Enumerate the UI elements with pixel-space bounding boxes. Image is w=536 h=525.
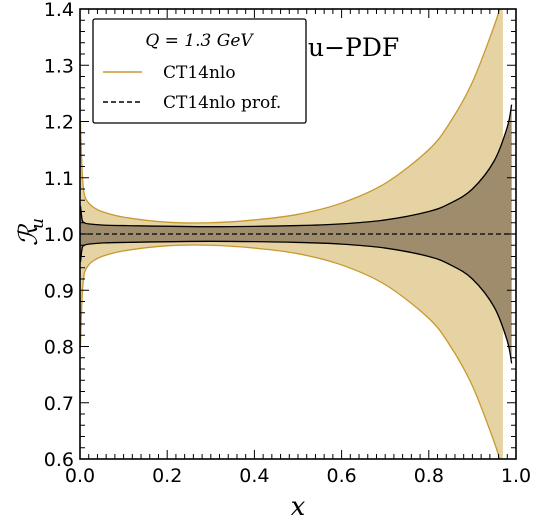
y-axis-label-subscript: u xyxy=(28,218,48,229)
legend-box xyxy=(92,18,307,124)
y-tick-label: 0.6 xyxy=(44,449,74,471)
y-axis-label-main: ℛ xyxy=(14,223,44,246)
y-axis-label: ℛ u xyxy=(14,218,48,246)
x-tick-label: 0.8 xyxy=(414,465,444,487)
legend: Q = 1.3 GeV CT14nlo CT14nlo prof. xyxy=(92,18,307,124)
y-tick-label: 1.2 xyxy=(44,112,74,134)
y-tick-label: 1.0 xyxy=(44,224,74,246)
band-ct14nlo-lower-edge xyxy=(80,244,501,459)
legend-title: Q = 1.3 GeV xyxy=(145,31,254,51)
x-tick-label: 0.2 xyxy=(152,465,182,487)
y-tick-label: 1.4 xyxy=(44,0,74,21)
axis-ticks: 0.0 0.2 0.4 0.6 0.8 1.0 0.6 0.7 0.8 0.9 1.0 1.1 1.2 1… xyxy=(44,0,531,487)
x-tick-label: 0.4 xyxy=(239,465,269,487)
x-axis-label: x xyxy=(291,492,306,522)
y-tick-label: 0.7 xyxy=(44,393,74,415)
band-ct14nlo-prof-upper-edge xyxy=(80,104,513,228)
legend-entry-ct14nlo-prof: CT14nlo prof. xyxy=(163,93,281,113)
y-tick-label: 0.9 xyxy=(44,280,74,302)
band-ct14nlo-prof-lower-edge xyxy=(80,240,513,364)
x-tick-label: 0.6 xyxy=(326,465,356,487)
legend-entry-ct14nlo: CT14nlo xyxy=(163,63,236,83)
annotation-text: u−PDF xyxy=(308,33,399,62)
y-tick-label: 0.8 xyxy=(44,337,74,359)
x-tick-label: 0.0 xyxy=(65,465,95,487)
plot-area xyxy=(80,9,516,459)
y-tick-label: 1.3 xyxy=(44,55,74,77)
y-tick-label: 1.1 xyxy=(44,168,74,190)
annotation: u−PDF xyxy=(308,33,399,62)
x-tick-label: 1.0 xyxy=(501,465,531,487)
plot-frame xyxy=(79,8,517,460)
band-ct14nlo-upper-edge xyxy=(80,9,501,224)
